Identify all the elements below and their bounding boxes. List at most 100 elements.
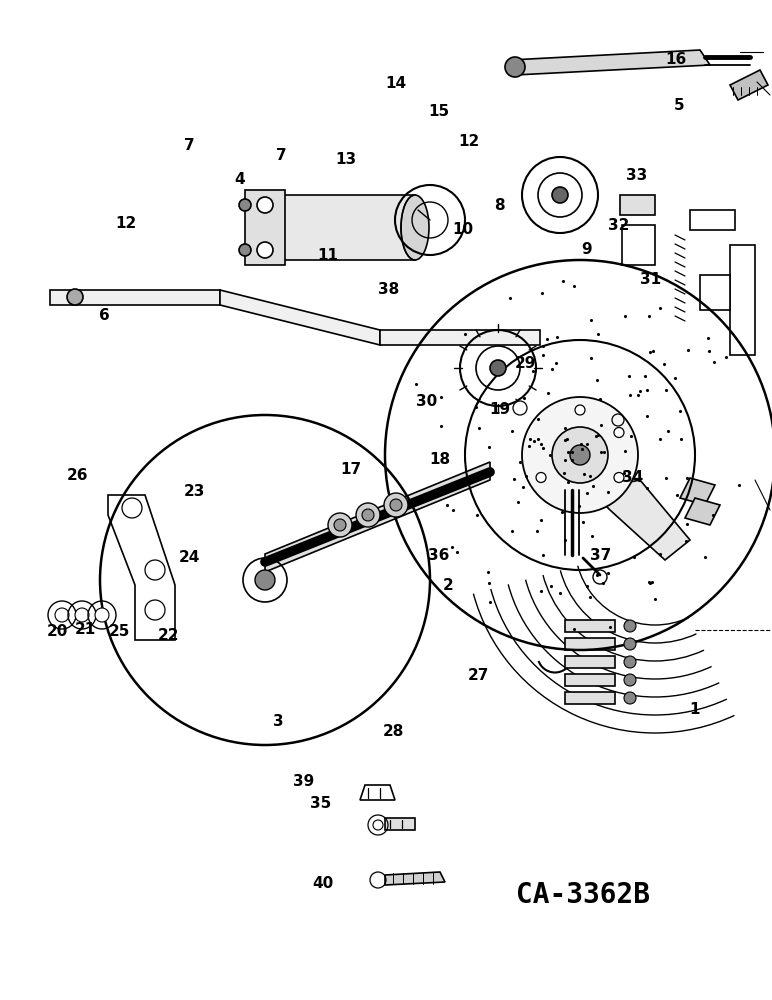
Circle shape <box>614 428 624 438</box>
Text: 4: 4 <box>234 172 245 188</box>
Text: 21: 21 <box>74 622 96 638</box>
Polygon shape <box>50 290 220 305</box>
Circle shape <box>522 397 638 513</box>
Circle shape <box>536 473 546 483</box>
Circle shape <box>334 519 346 531</box>
Text: 12: 12 <box>115 216 137 231</box>
Circle shape <box>614 473 624 483</box>
Circle shape <box>570 445 590 465</box>
Circle shape <box>95 608 109 622</box>
Text: 35: 35 <box>310 796 331 810</box>
Polygon shape <box>565 620 615 632</box>
Text: CA-3362B: CA-3362B <box>516 881 650 909</box>
Circle shape <box>513 401 527 415</box>
Text: 3: 3 <box>273 714 283 730</box>
Text: 2: 2 <box>442 578 453 592</box>
Text: 33: 33 <box>626 167 648 182</box>
Circle shape <box>75 608 89 622</box>
Ellipse shape <box>256 195 284 260</box>
Text: 32: 32 <box>608 218 630 232</box>
Polygon shape <box>108 495 175 640</box>
Text: 31: 31 <box>640 272 662 288</box>
Polygon shape <box>690 210 735 230</box>
Ellipse shape <box>401 195 429 260</box>
Text: 34: 34 <box>622 471 644 486</box>
Text: 1: 1 <box>689 702 700 718</box>
Text: 7: 7 <box>276 147 287 162</box>
Polygon shape <box>565 674 615 686</box>
Polygon shape <box>620 195 655 215</box>
Text: 5: 5 <box>674 98 685 112</box>
Circle shape <box>356 503 380 527</box>
Circle shape <box>390 499 402 511</box>
Circle shape <box>624 692 636 704</box>
Text: 14: 14 <box>385 76 407 91</box>
Circle shape <box>624 674 636 686</box>
Polygon shape <box>565 656 615 668</box>
Polygon shape <box>680 478 715 505</box>
Text: 16: 16 <box>665 52 686 68</box>
Circle shape <box>624 620 636 632</box>
Polygon shape <box>385 872 445 885</box>
Polygon shape <box>565 692 615 704</box>
Polygon shape <box>245 190 285 265</box>
Text: 8: 8 <box>494 198 505 213</box>
Circle shape <box>257 242 273 258</box>
Text: 22: 22 <box>157 628 179 643</box>
Polygon shape <box>730 70 768 100</box>
Circle shape <box>575 405 585 415</box>
Polygon shape <box>685 498 720 525</box>
Text: 27: 27 <box>468 668 489 682</box>
Text: 36: 36 <box>428 548 449 562</box>
Circle shape <box>373 820 383 830</box>
Circle shape <box>624 656 636 668</box>
Circle shape <box>552 427 608 483</box>
Polygon shape <box>590 480 690 560</box>
Text: 7: 7 <box>184 137 195 152</box>
Circle shape <box>624 638 636 650</box>
Circle shape <box>239 199 251 211</box>
Circle shape <box>490 360 506 376</box>
Text: 17: 17 <box>340 462 362 478</box>
Circle shape <box>552 187 568 203</box>
Text: 15: 15 <box>428 104 449 119</box>
Text: 10: 10 <box>452 223 474 237</box>
Text: 9: 9 <box>581 242 592 257</box>
Text: 29: 29 <box>514 356 536 370</box>
Polygon shape <box>265 462 490 572</box>
Text: 26: 26 <box>66 468 88 483</box>
Circle shape <box>328 513 352 537</box>
Polygon shape <box>380 330 540 345</box>
Polygon shape <box>270 195 415 260</box>
Polygon shape <box>700 275 730 310</box>
Circle shape <box>384 493 408 517</box>
Circle shape <box>505 57 525 77</box>
Circle shape <box>255 570 275 590</box>
Text: 19: 19 <box>489 402 510 418</box>
Polygon shape <box>360 785 395 800</box>
Polygon shape <box>565 638 615 650</box>
Polygon shape <box>510 50 710 75</box>
Circle shape <box>362 509 374 521</box>
Text: 18: 18 <box>429 452 451 468</box>
Text: 40: 40 <box>312 876 334 890</box>
Text: 11: 11 <box>317 247 339 262</box>
Text: 25: 25 <box>109 624 130 640</box>
Text: 6: 6 <box>99 308 110 322</box>
Polygon shape <box>622 225 655 265</box>
Text: 39: 39 <box>293 774 314 790</box>
Text: 12: 12 <box>459 134 480 149</box>
Text: 37: 37 <box>590 548 611 562</box>
Text: 23: 23 <box>184 485 205 499</box>
Text: 20: 20 <box>47 624 69 640</box>
Polygon shape <box>220 290 380 345</box>
Circle shape <box>239 244 251 256</box>
Text: 38: 38 <box>378 282 399 298</box>
Circle shape <box>257 197 273 213</box>
Text: 30: 30 <box>415 394 437 410</box>
Text: 28: 28 <box>383 724 405 740</box>
Circle shape <box>67 289 83 305</box>
Polygon shape <box>730 245 755 355</box>
Polygon shape <box>385 818 415 830</box>
Text: 13: 13 <box>335 152 357 167</box>
